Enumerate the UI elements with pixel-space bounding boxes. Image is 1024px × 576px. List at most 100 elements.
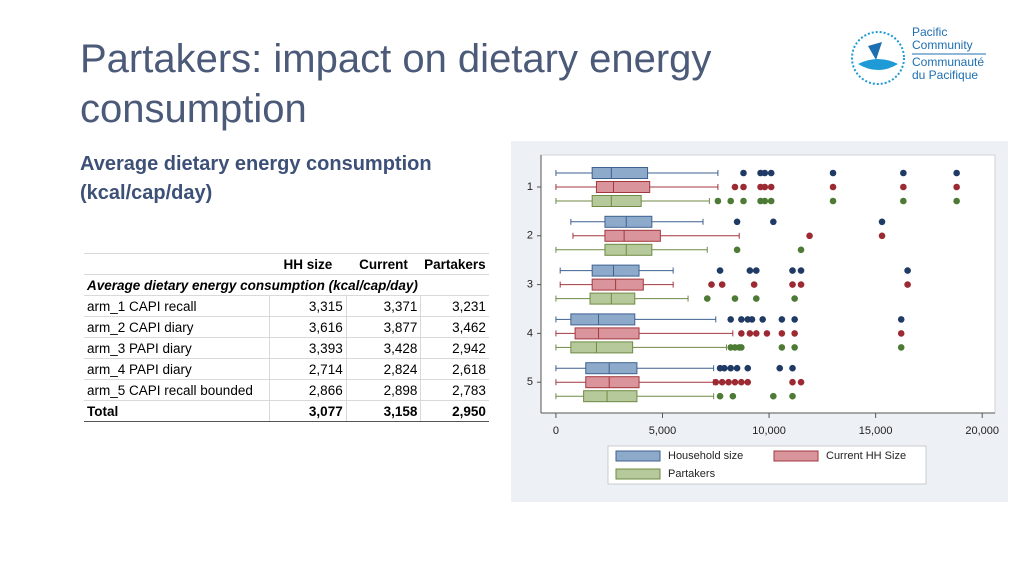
logo-text: Community xyxy=(912,38,973,52)
cell: 2,942 xyxy=(420,337,489,359)
outlier xyxy=(733,246,741,254)
outlier xyxy=(770,218,777,226)
row-label: arm_5 CAPI recall bounded xyxy=(84,379,270,401)
row-label: arm_2 CAPI diary xyxy=(84,316,270,338)
cell: 3,462 xyxy=(420,316,489,338)
outlier xyxy=(797,281,805,288)
outlier xyxy=(878,232,886,240)
cell: 3,393 xyxy=(269,337,347,359)
cell: 2,783 xyxy=(420,379,489,401)
outlier xyxy=(878,218,886,226)
outlier xyxy=(740,183,747,191)
table-row: arm_1 CAPI recall 3,315 3,371 3,231 xyxy=(84,295,489,317)
outlier xyxy=(900,183,907,191)
outlier xyxy=(716,392,724,400)
table-header: HH size Current Partakers xyxy=(84,253,489,275)
legend-label: Partakers xyxy=(668,468,716,480)
header-cell: HH size xyxy=(269,253,347,275)
legend-swatch xyxy=(615,468,661,480)
cell: 2,950 xyxy=(420,400,489,422)
logo-text: Pacific xyxy=(912,25,947,39)
legend xyxy=(607,445,927,485)
outlier xyxy=(767,197,775,205)
x-tick-label: 20,000 xyxy=(965,425,999,437)
y-tick-label: 2 xyxy=(527,230,533,242)
y-tick-label: 4 xyxy=(527,327,533,339)
box xyxy=(595,181,651,193)
box xyxy=(589,292,636,305)
legend-label: Current HH Size xyxy=(826,450,906,462)
outlier xyxy=(770,392,777,400)
slide-title: Partakers: impact on dietary energy cons… xyxy=(80,37,712,131)
box xyxy=(604,229,661,242)
outlier xyxy=(897,344,905,351)
logo: Pacific Community Communauté du Pacifiqu… xyxy=(851,25,986,85)
cell: 2,618 xyxy=(420,358,489,380)
logo-text: du Pacifique xyxy=(912,68,978,82)
outlier xyxy=(797,246,805,254)
outlier xyxy=(708,281,715,288)
row-label: arm_1 CAPI recall xyxy=(84,295,270,317)
y-tick-label: 5 xyxy=(527,376,533,388)
outlier xyxy=(778,316,786,323)
outlier xyxy=(727,364,734,372)
outlier xyxy=(767,183,775,191)
table-row: arm_4 PAPI diary 2,714 2,824 2,618 xyxy=(84,358,489,380)
outlier xyxy=(746,330,754,337)
logo-ring xyxy=(851,31,905,85)
outlier xyxy=(738,330,745,337)
logo-wave xyxy=(858,59,898,70)
table-row: arm_5 CAPI recall bounded 2,866 2,898 2,783 xyxy=(84,379,489,401)
box xyxy=(585,376,640,389)
cell: 2,898 xyxy=(345,379,421,401)
x-tick-label: 0 xyxy=(553,425,559,437)
outlier xyxy=(716,267,724,274)
outlier xyxy=(752,330,760,337)
outlier xyxy=(703,295,711,302)
outlier xyxy=(953,169,960,177)
outlier xyxy=(740,169,747,177)
outlier xyxy=(746,267,754,274)
outlier xyxy=(744,364,752,372)
row-label: Total xyxy=(84,400,270,422)
outlier xyxy=(953,183,960,191)
outlier xyxy=(778,344,786,351)
outlier xyxy=(829,169,837,177)
outlier xyxy=(750,281,758,288)
outlier xyxy=(829,183,837,191)
x-tick-label: 10,000 xyxy=(752,425,786,437)
outlier xyxy=(718,378,726,386)
outlier xyxy=(789,392,796,400)
outlier xyxy=(829,197,837,205)
cell: 2,824 xyxy=(345,358,421,380)
outlier xyxy=(727,197,734,205)
outlier xyxy=(904,281,911,288)
outlier xyxy=(953,197,960,205)
cell: 3,077 xyxy=(269,400,347,422)
header-cell: Current xyxy=(346,253,421,275)
outlier xyxy=(791,330,798,337)
outlier xyxy=(776,364,784,372)
outlier xyxy=(731,183,739,191)
box xyxy=(591,195,642,207)
outlier xyxy=(727,316,734,323)
outlier xyxy=(740,197,747,205)
outlier xyxy=(738,344,745,351)
outlier xyxy=(721,364,728,372)
outlier xyxy=(761,169,769,177)
box xyxy=(604,243,653,256)
table-row: arm_3 PAPI diary 3,393 3,428 2,942 xyxy=(84,337,489,359)
outlier xyxy=(731,378,739,386)
box xyxy=(591,278,644,291)
legend-swatch xyxy=(615,450,661,462)
cell: 3,315 xyxy=(269,295,347,317)
outlier xyxy=(778,330,786,337)
outlier xyxy=(744,378,752,386)
outlier xyxy=(752,267,760,274)
legend-label: Household size xyxy=(668,450,743,462)
box xyxy=(570,341,634,354)
subtitle: Average dietary energy consumption (kcal… xyxy=(80,153,432,204)
row-label: arm_4 PAPI diary xyxy=(84,358,270,380)
outlier xyxy=(738,316,745,323)
